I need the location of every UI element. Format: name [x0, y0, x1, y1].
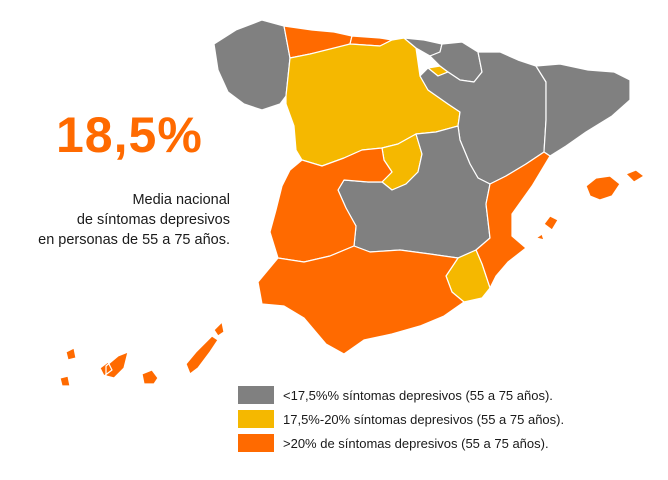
- legend-label-low: <17,5%% síntomas depresivos (55 a 75 año…: [283, 387, 553, 403]
- legend-label-high: >20% de síntomas depresivos (55 a 75 año…: [283, 435, 549, 451]
- legend: <17,5%% síntomas depresivos (55 a 75 año…: [238, 384, 564, 456]
- caption-line-2: de síntomas depresivos: [76, 212, 230, 228]
- national-average-value: 18,5%: [56, 107, 203, 163]
- legend-swatch-mid: [238, 410, 274, 428]
- region-canarias: [59, 321, 225, 387]
- region-andalucia: [257, 245, 465, 355]
- legend-item-low: <17,5%% síntomas depresivos (55 a 75 año…: [238, 384, 564, 406]
- legend-label-mid: 17,5%-20% síntomas depresivos (55 a 75 a…: [283, 411, 565, 427]
- region-cataluna: [535, 63, 631, 157]
- national-average-caption: Media nacional de síntomas depresivos en…: [10, 190, 230, 250]
- legend-item-high: >20% de síntomas depresivos (55 a 75 año…: [238, 432, 564, 454]
- legend-item-mid: 17,5%-20% síntomas depresivos (55 a 75 a…: [238, 408, 564, 430]
- legend-swatch-low: [238, 386, 274, 404]
- caption-line-3: en personas de 55 a 75 años.: [38, 232, 230, 248]
- region-comunidad-valenciana: [475, 151, 551, 289]
- caption-line-1: Media nacional: [132, 192, 230, 208]
- region-galicia: [213, 19, 291, 111]
- region-extremadura: [269, 147, 393, 263]
- region-baleares: [535, 169, 645, 241]
- legend-swatch-high: [238, 434, 274, 452]
